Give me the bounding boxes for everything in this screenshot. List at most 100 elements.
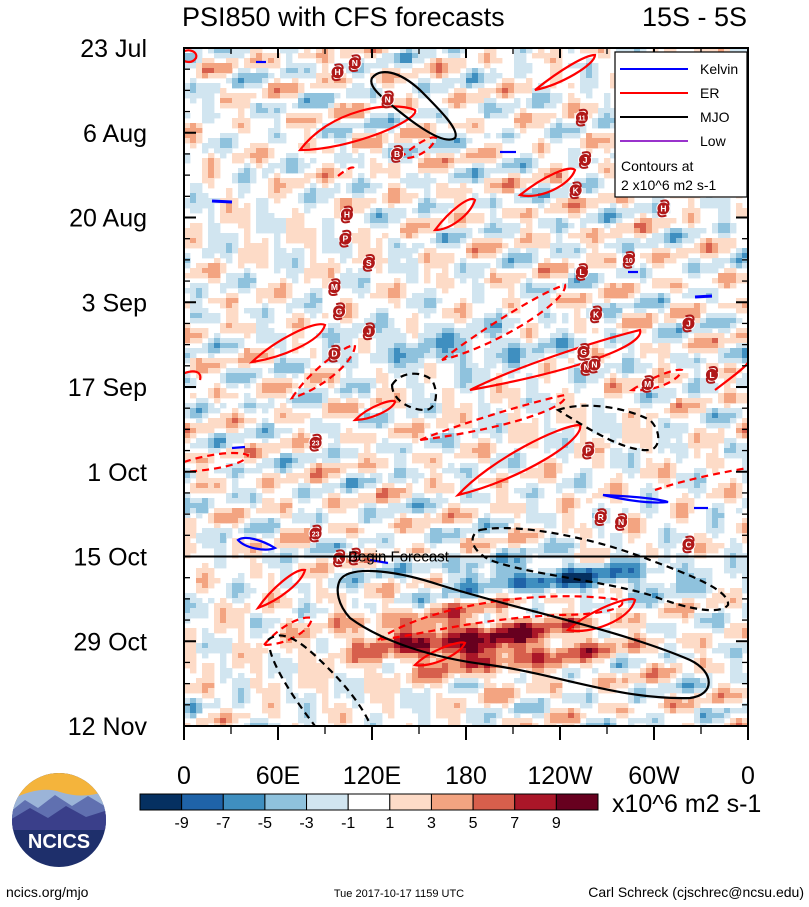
- heatmap-cell: [412, 268, 419, 274]
- heatmap-cell: [376, 333, 383, 339]
- heatmap-cell: [214, 408, 221, 414]
- heatmap-cell: [376, 258, 383, 264]
- heatmap-cell: [568, 48, 575, 54]
- heatmap-cell: [640, 223, 647, 229]
- heatmap-cell: [424, 258, 431, 264]
- heatmap-cell: [322, 378, 329, 384]
- heatmap-cell: [274, 243, 281, 249]
- heatmap-cell: [250, 448, 257, 454]
- heatmap-cell: [220, 363, 227, 369]
- heatmap-cell: [208, 318, 215, 324]
- heatmap-cell: [322, 333, 329, 339]
- heatmap-cell: [280, 73, 287, 79]
- heatmap-cell: [394, 183, 401, 189]
- heatmap-cell: [484, 103, 491, 109]
- heatmap-cell: [268, 128, 275, 134]
- heatmap-cell: [562, 173, 569, 179]
- heatmap-cell: [418, 48, 425, 54]
- heatmap-cell: [652, 213, 659, 219]
- heatmap-cell: [196, 398, 203, 404]
- heatmap-cell: [190, 208, 197, 214]
- heatmap-cell: [442, 48, 449, 54]
- heatmap-cell: [364, 423, 371, 429]
- heatmap-cell: [526, 48, 533, 54]
- heatmap-cell: [382, 413, 389, 419]
- heatmap-cell: [436, 323, 443, 329]
- heatmap-cell: [208, 98, 215, 104]
- heatmap-cell: [250, 328, 257, 334]
- heatmap-cell: [460, 273, 467, 279]
- heatmap-cell: [490, 183, 497, 189]
- heatmap-cell: [478, 388, 485, 394]
- heatmap-cell: [496, 228, 503, 234]
- heatmap-cell: [388, 203, 395, 209]
- heatmap-cell: [364, 228, 371, 234]
- heatmap-cell: [418, 353, 425, 359]
- heatmap-cell: [418, 213, 425, 219]
- heatmap-cell: [262, 358, 269, 364]
- heatmap-cell: [244, 253, 251, 259]
- heatmap-cell: [694, 363, 701, 369]
- heatmap-cell: [670, 433, 677, 439]
- heatmap-cell: [544, 443, 551, 449]
- heatmap-cell: [250, 258, 257, 264]
- heatmap-cell: [436, 88, 443, 94]
- heatmap-cell: [286, 293, 293, 299]
- heatmap-cell: [328, 328, 335, 334]
- heatmap-cell: [364, 143, 371, 149]
- heatmap-cell: [412, 368, 419, 374]
- heatmap-cell: [388, 173, 395, 179]
- heatmap-cell: [700, 348, 707, 354]
- heatmap-cell: [394, 218, 401, 224]
- heatmap-cell: [610, 203, 617, 209]
- heatmap-cell: [466, 148, 473, 154]
- heatmap-cell: [436, 273, 443, 279]
- heatmap-cell: [568, 373, 575, 379]
- heatmap-cell: [472, 433, 479, 439]
- heatmap-cell: [664, 253, 671, 259]
- heatmap-cell: [604, 318, 611, 324]
- heatmap-cell: [526, 123, 533, 129]
- heatmap-cell: [502, 368, 509, 374]
- heatmap-cell: [520, 233, 527, 239]
- heatmap-cell: [196, 408, 203, 414]
- heatmap-cell: [490, 198, 497, 204]
- heatmap-cell: [646, 363, 653, 369]
- heatmap-cell: [694, 383, 701, 389]
- heatmap-cell: [244, 218, 251, 224]
- heatmap-cell: [658, 383, 665, 389]
- heatmap-cell: [214, 148, 221, 154]
- heatmap-cell: [250, 168, 257, 174]
- heatmap-cell: [436, 358, 443, 364]
- heatmap-cell: [538, 168, 545, 174]
- heatmap-cell: [610, 448, 617, 454]
- heatmap-cell: [412, 398, 419, 404]
- heatmap-cell: [502, 358, 509, 364]
- heatmap-cell: [352, 83, 359, 89]
- heatmap-cell: [496, 348, 503, 354]
- heatmap-cell: [676, 403, 683, 409]
- heatmap-cell: [442, 98, 449, 104]
- heatmap-cell: [646, 348, 653, 354]
- heatmap-cell: [712, 238, 719, 244]
- heatmap-cell: [532, 188, 539, 194]
- heatmap-cell: [508, 183, 515, 189]
- heatmap-cell: [706, 388, 713, 394]
- heatmap-cell: [364, 203, 371, 209]
- heatmap-cell: [460, 373, 467, 379]
- heatmap-cell: [490, 168, 497, 174]
- heatmap-cell: [250, 283, 257, 289]
- heatmap-cell: [406, 378, 413, 384]
- heatmap-cell: [682, 283, 689, 289]
- heatmap-cell: [682, 303, 689, 309]
- heatmap-cell: [514, 213, 521, 219]
- heatmap-cell: [454, 103, 461, 109]
- heatmap-cell: [400, 73, 407, 79]
- heatmap-cell: [568, 223, 575, 229]
- heatmap-cell: [610, 308, 617, 314]
- heatmap-cell: [544, 403, 551, 409]
- heatmap-cell: [196, 183, 203, 189]
- heatmap-cell: [604, 103, 611, 109]
- heatmap-cell: [268, 358, 275, 364]
- heatmap-cell: [454, 443, 461, 449]
